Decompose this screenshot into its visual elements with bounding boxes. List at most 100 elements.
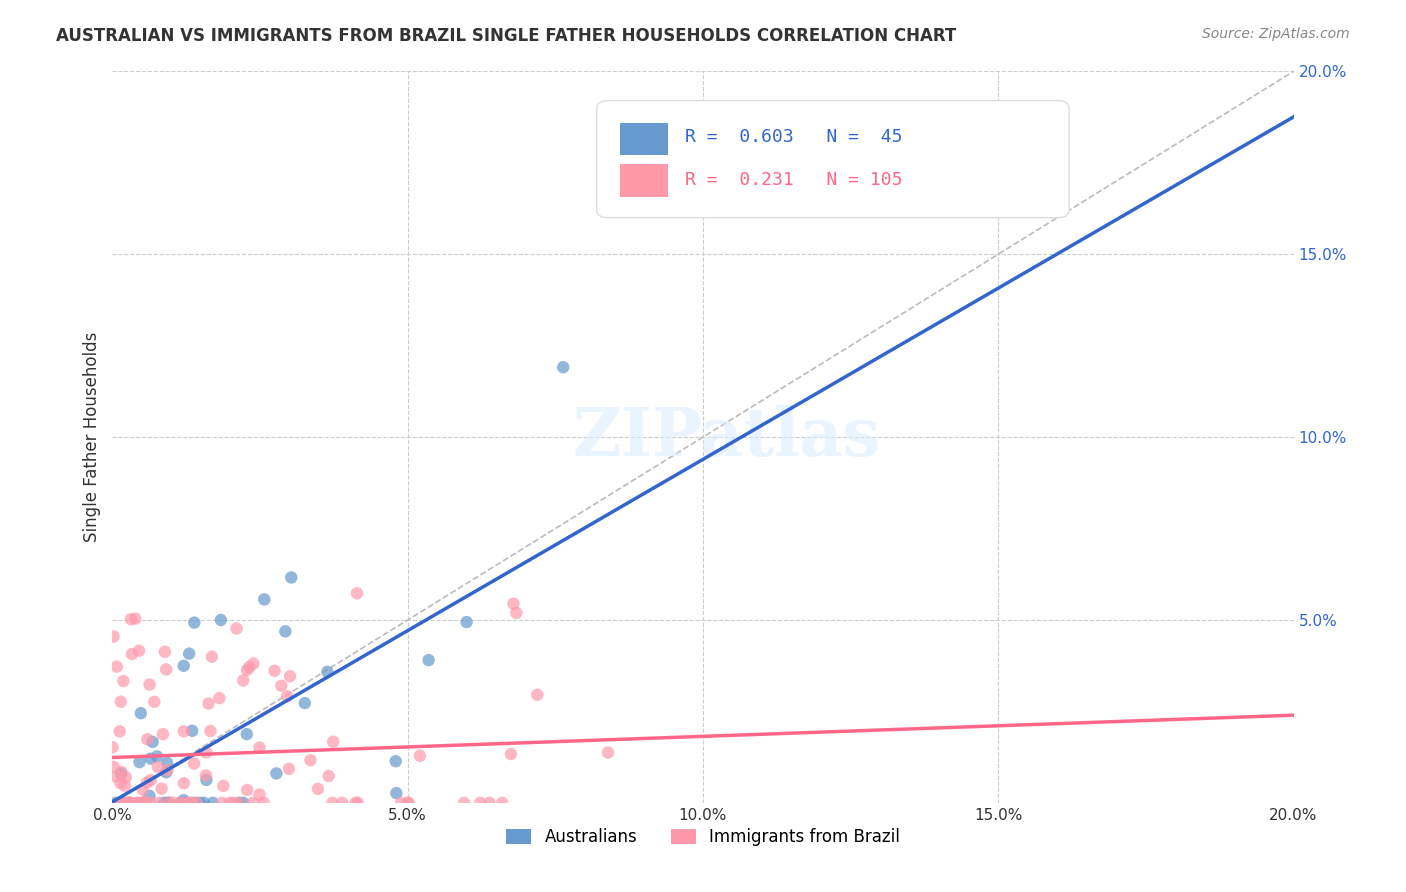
Text: ZIPatlas: ZIPatlas bbox=[572, 405, 880, 469]
Point bbox=[232, 796, 254, 810]
Point bbox=[104, 796, 127, 810]
Point bbox=[318, 769, 340, 783]
Point bbox=[270, 679, 292, 693]
Point bbox=[136, 732, 159, 747]
Legend: Australians, Immigrants from Brazil: Australians, Immigrants from Brazil bbox=[499, 822, 907, 853]
Point bbox=[131, 796, 153, 810]
Text: R =  0.603   N =  45: R = 0.603 N = 45 bbox=[685, 128, 903, 146]
Point bbox=[101, 740, 124, 755]
Point bbox=[111, 796, 134, 810]
Point bbox=[209, 613, 232, 627]
Point bbox=[276, 690, 298, 704]
Point bbox=[200, 723, 222, 738]
Point bbox=[526, 688, 548, 702]
Point bbox=[228, 796, 250, 810]
Point bbox=[398, 796, 420, 810]
Point bbox=[173, 793, 195, 807]
Point bbox=[120, 612, 142, 626]
Point bbox=[456, 615, 478, 629]
Point bbox=[222, 796, 245, 810]
Point bbox=[194, 768, 217, 782]
Point bbox=[385, 786, 408, 800]
Point bbox=[127, 796, 149, 810]
Point bbox=[115, 796, 138, 810]
Point bbox=[478, 796, 501, 810]
Point bbox=[253, 592, 276, 607]
Point bbox=[169, 796, 191, 810]
Point bbox=[132, 782, 155, 797]
Point bbox=[253, 796, 276, 810]
Point bbox=[150, 781, 173, 796]
Point bbox=[330, 796, 353, 810]
Point bbox=[596, 746, 619, 760]
Point bbox=[225, 622, 247, 636]
Point bbox=[146, 760, 169, 774]
Point bbox=[266, 766, 288, 780]
Point bbox=[124, 612, 146, 626]
Point bbox=[208, 691, 231, 706]
Point bbox=[242, 657, 264, 671]
Y-axis label: Single Father Households: Single Father Households bbox=[83, 332, 101, 542]
Point bbox=[134, 796, 156, 810]
Point bbox=[103, 760, 125, 774]
Point bbox=[173, 658, 195, 673]
Point bbox=[183, 796, 205, 810]
FancyBboxPatch shape bbox=[596, 101, 1069, 218]
Point bbox=[553, 360, 575, 375]
Point bbox=[114, 770, 136, 784]
Point bbox=[108, 724, 131, 739]
Point bbox=[103, 630, 125, 644]
Text: Source: ZipAtlas.com: Source: ZipAtlas.com bbox=[1202, 27, 1350, 41]
Point bbox=[114, 779, 136, 793]
Point bbox=[129, 706, 152, 721]
Point bbox=[132, 796, 155, 810]
Point bbox=[152, 727, 174, 741]
Point bbox=[183, 615, 205, 630]
Point bbox=[110, 764, 132, 779]
Point bbox=[491, 796, 513, 810]
Point bbox=[138, 789, 160, 803]
Point bbox=[134, 796, 156, 810]
Point bbox=[236, 663, 259, 677]
Point bbox=[128, 643, 150, 657]
Point bbox=[299, 753, 322, 767]
Point bbox=[138, 677, 160, 691]
Point bbox=[212, 779, 235, 793]
Point bbox=[418, 653, 440, 667]
Point bbox=[384, 754, 406, 768]
Point bbox=[470, 796, 492, 810]
Point bbox=[139, 752, 162, 766]
Point bbox=[135, 796, 157, 810]
Point bbox=[157, 796, 180, 810]
Point bbox=[110, 796, 132, 810]
Point bbox=[307, 781, 329, 796]
Point bbox=[111, 796, 134, 810]
Point bbox=[142, 735, 165, 749]
FancyBboxPatch shape bbox=[620, 164, 668, 197]
Point bbox=[188, 796, 211, 810]
Point bbox=[322, 735, 344, 749]
Point bbox=[153, 796, 176, 810]
Point bbox=[156, 763, 179, 777]
Point bbox=[143, 695, 166, 709]
Point bbox=[201, 649, 224, 664]
Point bbox=[242, 796, 264, 810]
Point bbox=[218, 796, 240, 810]
Point bbox=[249, 740, 271, 755]
Point bbox=[118, 796, 141, 810]
Text: R =  0.231   N = 105: R = 0.231 N = 105 bbox=[685, 170, 903, 188]
Point bbox=[118, 796, 141, 810]
Point bbox=[153, 645, 176, 659]
Point bbox=[139, 773, 162, 788]
Point bbox=[181, 723, 204, 738]
Point bbox=[186, 796, 208, 810]
Point bbox=[502, 597, 524, 611]
Point bbox=[118, 796, 141, 810]
Point bbox=[155, 765, 177, 780]
Point bbox=[294, 696, 316, 710]
Point bbox=[316, 665, 339, 679]
Text: AUSTRALIAN VS IMMIGRANTS FROM BRAZIL SINGLE FATHER HOUSEHOLDS CORRELATION CHART: AUSTRALIAN VS IMMIGRANTS FROM BRAZIL SIN… bbox=[56, 27, 956, 45]
Point bbox=[263, 664, 285, 678]
Point bbox=[228, 796, 250, 810]
Point bbox=[156, 796, 179, 810]
